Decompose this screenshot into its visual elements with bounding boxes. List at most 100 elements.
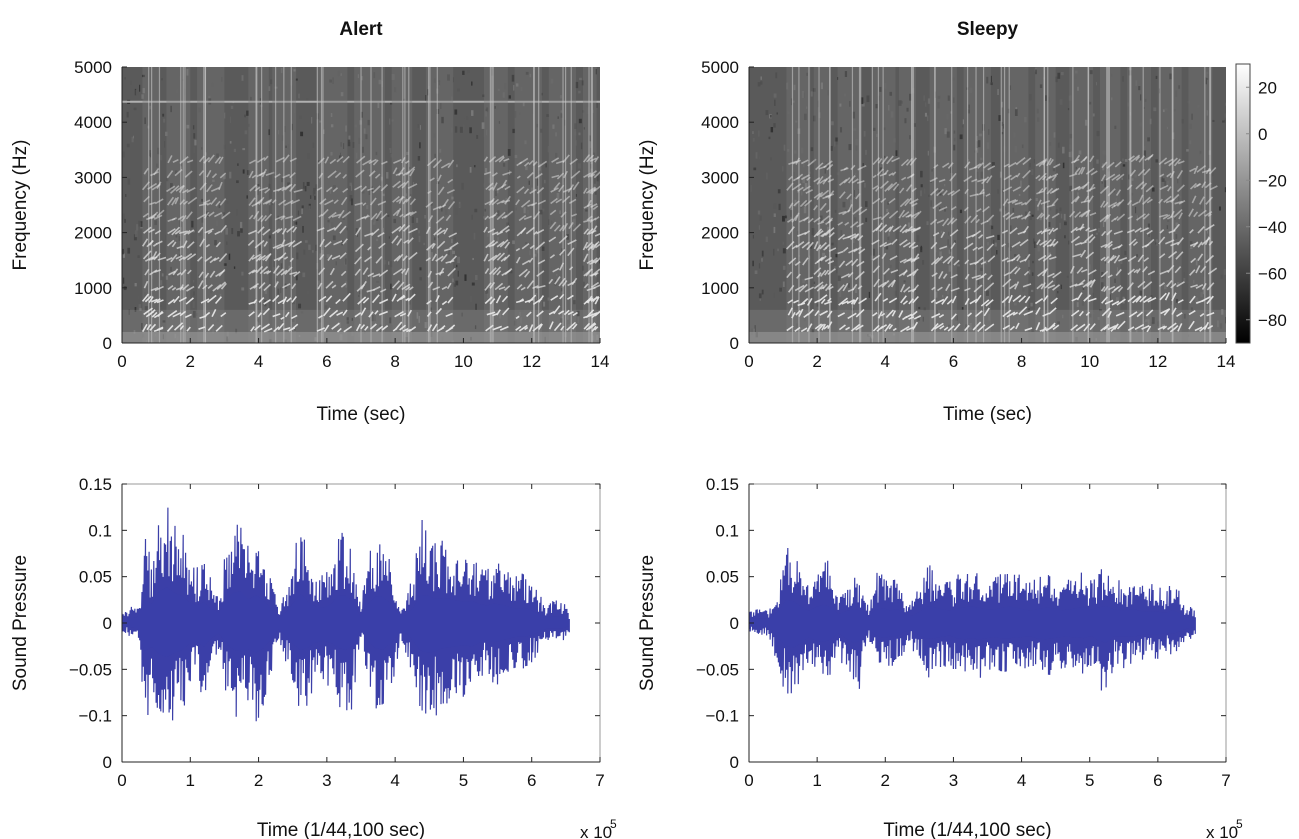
x-axis-label: Time (1/44,100 sec) — [883, 820, 1051, 839]
y-axis-label: Sound Pressure — [637, 555, 658, 691]
colorbar-scale — [1235, 63, 1251, 344]
speech-segment — [166, 67, 198, 343]
x-tick-label: 6 — [527, 771, 536, 790]
x-tick-label: 2 — [186, 352, 195, 371]
speech-segment — [1000, 67, 1034, 343]
y-tick-label: 3000 — [701, 168, 739, 187]
y-tick-label: −0.05 — [69, 660, 112, 679]
x-tick-label: 12 — [1148, 352, 1167, 371]
y-tick-label: 2000 — [74, 224, 112, 243]
y-tick-label: −0.05 — [696, 660, 739, 679]
speech-segment — [929, 67, 961, 343]
colorbar-tick-label: −60 — [1258, 264, 1287, 283]
speech-segment — [316, 67, 353, 343]
speech-segment — [354, 67, 389, 343]
x-tick-label: 7 — [595, 771, 604, 790]
y-tick-label: 0.1 — [88, 521, 112, 540]
speech-segment — [1126, 67, 1157, 343]
y-tick-label: 1000 — [74, 279, 112, 298]
x-tick-label: 5 — [1085, 771, 1094, 790]
waveform — [122, 507, 570, 722]
speech-segment — [272, 67, 303, 343]
colorbar-tick-label: 20 — [1258, 78, 1277, 97]
x-multiplier-exponent: 5 — [610, 817, 617, 831]
sleepy-spectrogram: 0 2 4 6 8 10 12 14 0 1000 2000 3000 4000 5000 Sleepy Ti… — [637, 19, 1287, 425]
alert-spectrogram: 0 2 4 6 8 10 12 14 0 1000 2000 3000 4000 5000 Alert Tim… — [10, 19, 609, 425]
speech-segment — [898, 67, 922, 343]
x-tick-label: 7 — [1221, 771, 1230, 790]
speech-segment — [548, 67, 581, 343]
x-axis-label: Time (1/44,100 sec) — [257, 820, 425, 839]
x-tick-label: 1 — [186, 771, 195, 790]
colorbar-tick-label: 0 — [1258, 125, 1267, 144]
speech-segment — [963, 67, 996, 343]
x-multiplier: x 10 — [1206, 823, 1238, 839]
x-axis-label: Time (sec) — [943, 404, 1032, 425]
y-tick-label: 0.15 — [79, 475, 112, 494]
y-tick-label: 5000 — [74, 58, 112, 77]
speech-segment — [391, 67, 418, 343]
x-tick-label: 0 — [117, 771, 126, 790]
y-tick-label: 0.05 — [706, 568, 739, 587]
y-tick-label: 4000 — [701, 113, 739, 132]
y-tick-label: 0.15 — [706, 475, 739, 494]
speech-segment — [786, 67, 817, 343]
y-tick-label: 0 — [103, 753, 112, 772]
sleepy-waveform: 0 1 2 3 4 5 6 7 0.15 0.1 0.05 0 −0.05 −0.1 0 Time (1/44… — [637, 475, 1243, 839]
speech-segment — [1099, 67, 1128, 343]
waveform — [749, 547, 1196, 694]
waveform-core — [749, 599, 1196, 648]
y-axis-label: Frequency (Hz) — [637, 140, 658, 271]
x-tick-label: 4 — [1017, 771, 1026, 790]
x-tick-label: 6 — [949, 352, 958, 371]
x-tick-label: 6 — [322, 352, 331, 371]
speech-segment — [247, 67, 275, 343]
x-tick-label: 0 — [744, 352, 753, 371]
speech-segment — [582, 67, 600, 343]
x-tick-label: 4 — [881, 352, 890, 371]
x-tick-label: 14 — [1217, 352, 1236, 371]
y-axis-label: Frequency (Hz) — [10, 140, 31, 271]
y-tick-label: 5000 — [701, 58, 739, 77]
y-tick-label: 0.05 — [79, 568, 112, 587]
x-tick-label: 10 — [1080, 352, 1099, 371]
x-tick-label: 8 — [1017, 352, 1026, 371]
y-axis-label: Sound Pressure — [10, 555, 31, 691]
spectrogram-background — [749, 67, 1226, 343]
x-tick-label: 10 — [454, 352, 473, 371]
y-tick-label: 0 — [103, 334, 112, 353]
y-tick-label: 1000 — [701, 279, 739, 298]
waveform-core — [122, 587, 570, 658]
x-multiplier-exponent: 5 — [1236, 817, 1243, 831]
x-tick-label: 3 — [322, 771, 331, 790]
x-tick-label: 1 — [812, 771, 821, 790]
speech-segment — [871, 67, 902, 343]
colorbar-tick-label: −80 — [1258, 311, 1287, 330]
x-tick-label: 6 — [1153, 771, 1162, 790]
y-tick-label: 0 — [730, 614, 739, 633]
y-tick-label: 4000 — [74, 113, 112, 132]
x-tick-label: 2 — [881, 771, 890, 790]
x-tick-label: 4 — [254, 352, 263, 371]
x-tick-label: 4 — [390, 771, 399, 790]
speech-segment — [837, 67, 868, 343]
speech-segment — [1188, 67, 1218, 343]
speech-segment — [425, 67, 459, 343]
x-axis-label: Time (sec) — [316, 404, 405, 425]
chart-title: Sleepy — [957, 19, 1019, 40]
speech-segment — [196, 67, 231, 343]
speech-segment — [141, 67, 167, 343]
speech-segment — [813, 67, 837, 343]
x-multiplier: x 10 — [580, 823, 612, 839]
y-tick-label: 0 — [730, 753, 739, 772]
speech-segment — [1157, 67, 1186, 343]
y-tick-label: 0.1 — [715, 521, 739, 540]
speech-segment — [483, 67, 514, 343]
y-tick-label: 3000 — [74, 168, 112, 187]
x-tick-label: 5 — [459, 771, 468, 790]
x-tick-label: 8 — [390, 352, 399, 371]
colorbar-tick-label: −40 — [1258, 218, 1287, 237]
y-tick-label: −0.1 — [78, 707, 112, 726]
x-tick-label: 2 — [254, 771, 263, 790]
